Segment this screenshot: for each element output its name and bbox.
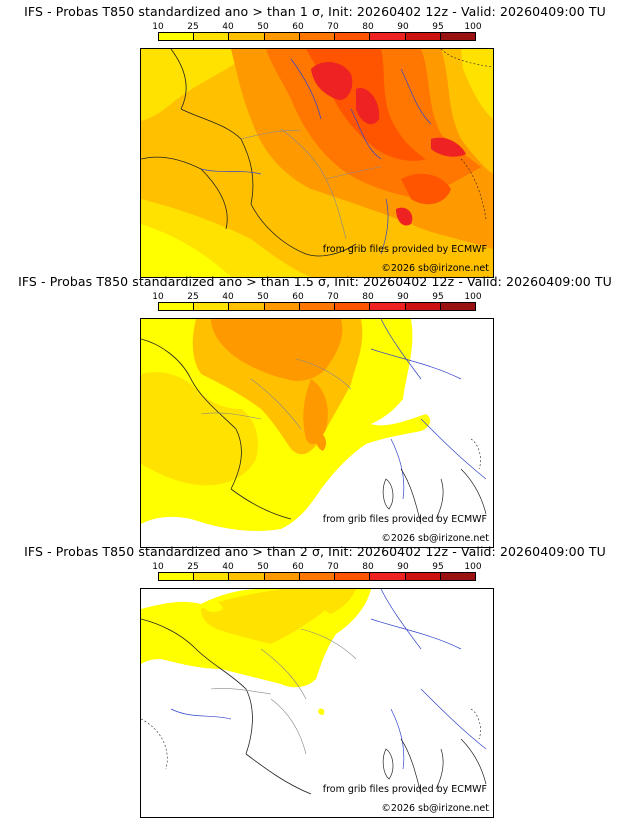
legend-swatch — [405, 33, 441, 40]
legend-label: 95 — [432, 22, 444, 32]
legend-swatch — [405, 573, 441, 580]
legend-swatch — [159, 573, 195, 580]
legend-color-bar — [158, 32, 476, 41]
legend-label: 60 — [292, 22, 304, 32]
copyright-text: ©2026 sb@irizone.net — [381, 533, 489, 544]
legend-label: 70 — [327, 22, 339, 32]
legend-label: 25 — [187, 562, 199, 572]
legend-swatch — [440, 573, 475, 580]
legend-swatch — [370, 303, 406, 310]
legend-swatch — [194, 33, 230, 40]
color-legend: 10 25 40 50 60 70 80 90 95 100 — [152, 292, 482, 312]
legend-swatch — [440, 303, 475, 310]
map-graphic — [141, 319, 493, 547]
legend-label: 40 — [222, 292, 234, 302]
legend-swatch — [299, 303, 336, 310]
legend-swatch — [264, 573, 300, 580]
legend-label: 40 — [222, 562, 234, 572]
legend-label: 70 — [327, 292, 339, 302]
legend-color-bar — [158, 302, 476, 311]
legend-swatch — [159, 303, 195, 310]
probability-map: from grib files provided by ECMWF ©2026 … — [140, 318, 494, 548]
legend-swatch — [229, 573, 265, 580]
legend-label: 50 — [257, 562, 269, 572]
map-panel-1-5sigma: IFS - Probas T850 standardized ano > tha… — [0, 270, 630, 548]
legend-label: 80 — [362, 292, 374, 302]
legend-color-bar — [158, 572, 476, 581]
legend-label: 95 — [432, 562, 444, 572]
panel-title: IFS - Probas T850 standardized ano > tha… — [24, 4, 606, 19]
map-graphic — [141, 49, 493, 277]
probability-map: from grib files provided by ECMWF ©2026 … — [140, 588, 494, 818]
map-graphic — [141, 589, 493, 817]
color-legend: 10 25 40 50 60 70 80 90 95 100 — [152, 562, 482, 582]
legend-label: 80 — [362, 562, 374, 572]
legend-label: 60 — [292, 562, 304, 572]
copyright-text: ©2026 sb@irizone.net — [381, 263, 489, 274]
legend-swatch — [299, 33, 336, 40]
map-panel-1sigma: IFS - Probas T850 standardized ano > tha… — [0, 0, 630, 278]
legend-label: 40 — [222, 22, 234, 32]
legend-swatch — [229, 303, 265, 310]
legend-swatch — [335, 33, 371, 40]
legend-swatch — [299, 573, 336, 580]
data-source-credit: from grib files provided by ECMWF — [322, 244, 487, 255]
panel-title: IFS - Probas T850 standardized ano > tha… — [18, 274, 612, 289]
legend-label: 25 — [187, 292, 199, 302]
legend-label: 100 — [464, 562, 482, 572]
legend-swatch — [405, 303, 441, 310]
legend-label: 90 — [397, 562, 409, 572]
legend-swatch — [194, 303, 230, 310]
legend-swatch — [264, 303, 300, 310]
legend-label: 25 — [187, 22, 199, 32]
legend-swatch — [335, 573, 371, 580]
legend-label: 10 — [152, 562, 164, 572]
legend-label: 50 — [257, 292, 269, 302]
map-panel-2sigma: IFS - Probas T850 standardized ano > tha… — [0, 540, 630, 818]
legend-swatch — [194, 573, 230, 580]
legend-swatch — [440, 33, 475, 40]
legend-label: 100 — [464, 22, 482, 32]
legend-label: 60 — [292, 292, 304, 302]
legend-swatch — [370, 573, 406, 580]
legend-label: 100 — [464, 292, 482, 302]
legend-label: 90 — [397, 22, 409, 32]
legend-label: 90 — [397, 292, 409, 302]
legend-label: 50 — [257, 22, 269, 32]
copyright-text: ©2026 sb@irizone.net — [381, 803, 489, 814]
color-legend: 10 25 40 50 60 70 80 90 95 100 — [152, 22, 482, 42]
legend-label: 10 — [152, 292, 164, 302]
legend-swatch — [264, 33, 300, 40]
panel-title: IFS - Probas T850 standardized ano > tha… — [24, 544, 606, 559]
legend-swatch — [229, 33, 265, 40]
data-source-credit: from grib files provided by ECMWF — [322, 784, 487, 795]
legend-label: 70 — [327, 562, 339, 572]
legend-label: 10 — [152, 22, 164, 32]
legend-swatch — [370, 33, 406, 40]
legend-label: 80 — [362, 22, 374, 32]
legend-swatch — [335, 303, 371, 310]
probability-map: from grib files provided by ECMWF ©2026 … — [140, 48, 494, 278]
legend-label: 95 — [432, 292, 444, 302]
legend-swatch — [159, 33, 195, 40]
data-source-credit: from grib files provided by ECMWF — [322, 514, 487, 525]
